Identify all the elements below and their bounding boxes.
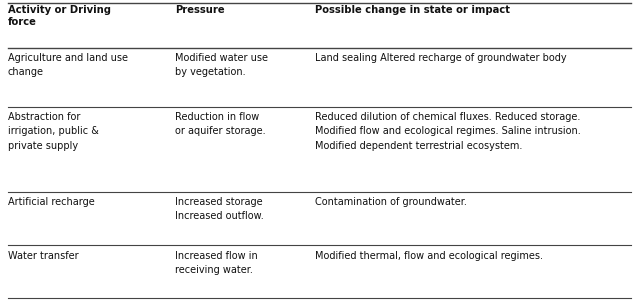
Text: Land sealing Altered recharge of groundwater body: Land sealing Altered recharge of groundw…	[315, 53, 567, 63]
Text: Contamination of groundwater.: Contamination of groundwater.	[315, 197, 467, 207]
Text: Pressure: Pressure	[175, 5, 225, 15]
Text: Increased flow in
receiving water.: Increased flow in receiving water.	[175, 251, 258, 275]
Text: Possible change in state or impact: Possible change in state or impact	[315, 5, 510, 15]
Text: Reduced dilution of chemical fluxes. Reduced storage.
Modified flow and ecologic: Reduced dilution of chemical fluxes. Red…	[315, 112, 581, 151]
Text: Modified thermal, flow and ecological regimes.: Modified thermal, flow and ecological re…	[315, 251, 543, 261]
Text: Water transfer: Water transfer	[8, 251, 79, 261]
Text: Increased storage
Increased outflow.: Increased storage Increased outflow.	[175, 197, 264, 222]
Text: Modified water use
by vegetation.: Modified water use by vegetation.	[175, 53, 268, 77]
Text: Abstraction for
irrigation, public &
private supply: Abstraction for irrigation, public & pri…	[8, 112, 99, 151]
Text: Reduction in flow
or aquifer storage.: Reduction in flow or aquifer storage.	[175, 112, 266, 136]
Text: Agriculture and land use
change: Agriculture and land use change	[8, 53, 128, 77]
Text: Activity or Driving
force: Activity or Driving force	[8, 5, 111, 27]
Text: Artificial recharge: Artificial recharge	[8, 197, 95, 207]
